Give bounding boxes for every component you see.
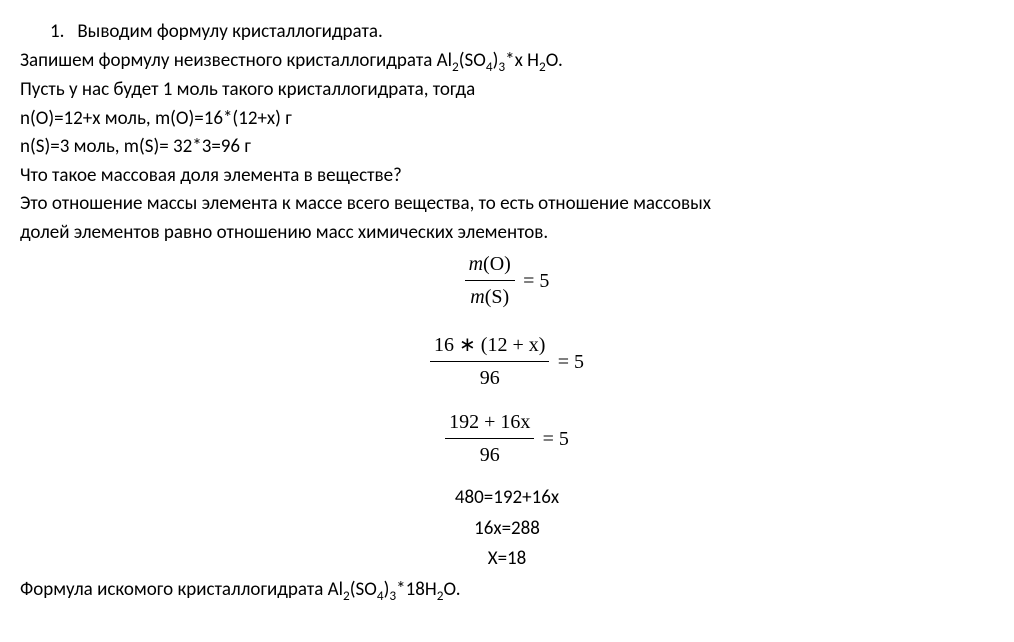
equation-rhs: = 5 [543,428,569,450]
text-fragment: (SO [459,49,486,72]
subscript: 2 [539,57,546,74]
body-line-1: Запишем формулу неизвестного кристаллоги… [20,47,994,77]
subscript: 2 [343,587,350,604]
equation-1: m(O) m(S) = 5 [20,249,994,312]
equation-2: 16 ∗ (12 + x) 96 = 5 [20,330,994,393]
list-number: 1. [50,18,64,47]
numerator: m(O) [465,249,515,281]
text-fragment: O. [443,578,460,601]
numerator: 192 + 16x [445,407,534,439]
numbered-heading: 1. Выводим формулу кристаллогидрата. [20,18,994,47]
body-line-4: n(S)=3 моль, m(S)= 32*3=96 г [20,133,994,162]
text-fragment: O. [546,49,563,72]
heading-text: Выводим формулу кристаллогидрата. [77,20,382,43]
numerator: 16 ∗ (12 + x) [430,330,549,362]
body-line-3: n(O)=12+x моль, m(O)=16*(12+x) г [20,105,994,134]
equation-rhs: = 5 [523,270,549,292]
subscript: 2 [452,57,459,74]
body-line-7: долей элементов равно отношению масс хим… [20,219,994,248]
body-line-5: Что такое массовая доля элемента в вещес… [20,162,994,191]
denominator: 96 [430,362,549,393]
fraction: 192 + 16x 96 [445,407,534,470]
equation-5: 16x=288 [20,515,994,544]
fraction: 16 ∗ (12 + x) 96 [430,330,549,393]
equation-3: 192 + 16x 96 = 5 [20,407,994,470]
denominator: 96 [445,439,534,470]
equation-rhs: = 5 [558,351,584,373]
text-fragment: *18H [396,578,437,601]
subscript: 4 [486,57,493,74]
body-line-2: Пусть у нас будет 1 моль такого кристалл… [20,76,994,105]
text-fragment: Формула искомого кристаллогидрата Al [20,578,343,601]
text-fragment: *x H [505,49,539,72]
denominator: m(S) [465,281,515,312]
equation-4: 480=192+16x [20,484,994,513]
subscript: 4 [377,587,384,604]
text-fragment: (SO [350,578,377,601]
equation-6: X=18 [20,545,994,574]
text-fragment: Запишем формулу неизвестного кристаллоги… [20,49,452,72]
body-line-6: Это отношение массы элемента к массе все… [20,190,994,219]
body-line-last: Формула искомого кристаллогидрата Al2(SO… [20,576,994,606]
fraction: m(O) m(S) [465,249,515,312]
